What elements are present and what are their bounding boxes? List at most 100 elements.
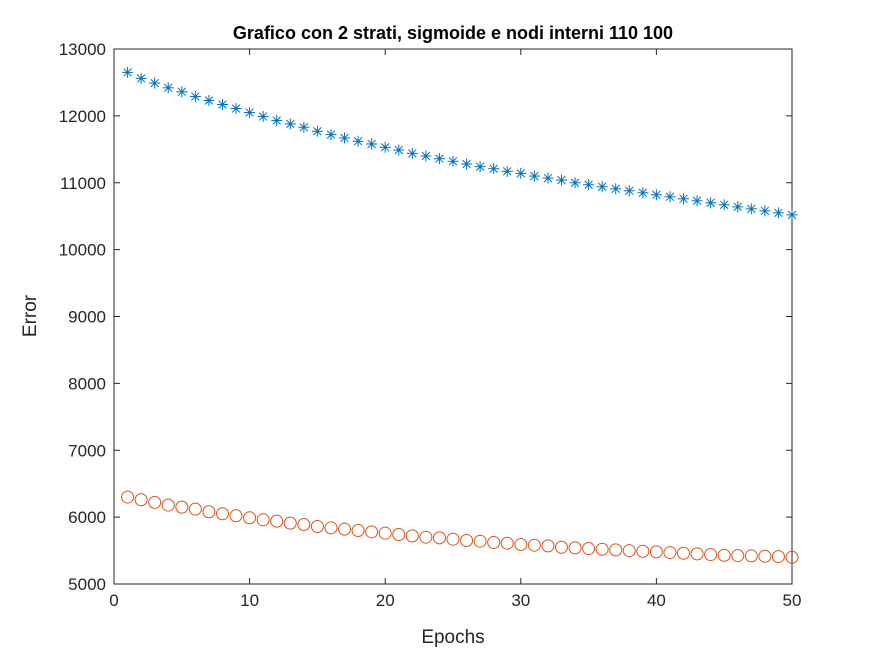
data-point (162, 82, 174, 94)
data-point (188, 502, 202, 516)
y-tick-label: 6000 (68, 508, 106, 527)
x-tick-label: 20 (376, 591, 395, 610)
data-point (501, 165, 513, 177)
data-point (135, 72, 147, 84)
data-point (432, 531, 446, 545)
series-layer (121, 66, 799, 564)
data-point (310, 519, 324, 533)
data-point (284, 118, 296, 130)
data-point (515, 167, 527, 179)
data-point (718, 199, 730, 211)
x-tick-label: 10 (240, 591, 259, 610)
data-point (785, 550, 799, 564)
data-point (365, 525, 379, 539)
data-point (595, 542, 609, 556)
data-point (487, 536, 501, 550)
data-point (229, 509, 243, 523)
data-point (596, 181, 608, 193)
y-tick-label: 5000 (68, 575, 106, 594)
x-axis-label: Epochs (421, 627, 484, 648)
data-point (717, 548, 731, 562)
data-point (732, 201, 744, 213)
data-point (215, 507, 229, 521)
data-point (555, 174, 567, 186)
data-point (649, 545, 663, 559)
data-point (392, 528, 406, 542)
data-point (758, 549, 772, 563)
data-point (568, 541, 582, 555)
series-2 (121, 490, 799, 564)
x-tick-label: 0 (109, 591, 118, 610)
data-point (514, 538, 528, 552)
series-1 (122, 66, 798, 221)
data-point (122, 66, 134, 78)
data-point (705, 197, 717, 209)
data-point (610, 183, 622, 195)
data-point (582, 542, 596, 556)
data-point (378, 526, 392, 540)
data-point (257, 111, 269, 123)
data-point (759, 205, 771, 217)
data-point (500, 536, 514, 550)
data-point (405, 529, 419, 543)
data-point (243, 511, 257, 525)
axes: 0 10 20 30 40 50 5000 6000 7000 8000 9000 10000 1100… (59, 40, 802, 610)
y-tick-label: 8000 (68, 374, 106, 393)
data-point (420, 150, 432, 162)
data-point (366, 138, 378, 150)
data-point (446, 532, 460, 546)
data-point (786, 209, 798, 221)
data-point (148, 495, 162, 509)
data-point (256, 513, 270, 527)
data-point (230, 103, 242, 115)
data-point (637, 187, 649, 199)
y-tick-label: 11000 (60, 174, 106, 193)
data-point (447, 155, 459, 167)
data-point (474, 161, 486, 173)
data-point (473, 534, 487, 548)
data-point (311, 125, 323, 137)
chart-title: Grafico con 2 strati, sigmoide e nodi in… (233, 23, 673, 43)
data-point (175, 500, 189, 514)
data-point (528, 170, 540, 182)
data-point (704, 548, 718, 562)
data-point (664, 191, 676, 203)
data-point (488, 163, 500, 175)
data-point (622, 544, 636, 558)
data-point (690, 547, 704, 561)
data-point (324, 521, 338, 535)
x-tick-label: 40 (647, 591, 666, 610)
data-point (176, 86, 188, 98)
data-point (393, 144, 405, 156)
data-point (554, 540, 568, 554)
data-point (542, 172, 554, 184)
data-point (379, 141, 391, 153)
data-point (744, 549, 758, 563)
data-point (189, 90, 201, 102)
data-point (298, 121, 310, 133)
data-point (636, 544, 650, 558)
data-point (745, 203, 757, 215)
data-point (339, 132, 351, 144)
data-point (406, 147, 418, 159)
x-tick-label: 50 (783, 591, 802, 610)
data-point (623, 185, 635, 197)
data-point (134, 493, 148, 507)
data-point (270, 514, 284, 528)
y-tick-label: 9000 (68, 308, 106, 327)
data-point (731, 549, 745, 563)
data-point (569, 177, 581, 189)
data-point (609, 543, 623, 557)
data-point (460, 534, 474, 548)
data-point (461, 158, 473, 170)
data-point (297, 517, 311, 531)
data-point (678, 193, 690, 205)
data-point (352, 135, 364, 147)
data-point (771, 550, 785, 564)
data-point (419, 530, 433, 544)
data-point (691, 195, 703, 207)
data-point (338, 522, 352, 536)
data-point (677, 546, 691, 560)
